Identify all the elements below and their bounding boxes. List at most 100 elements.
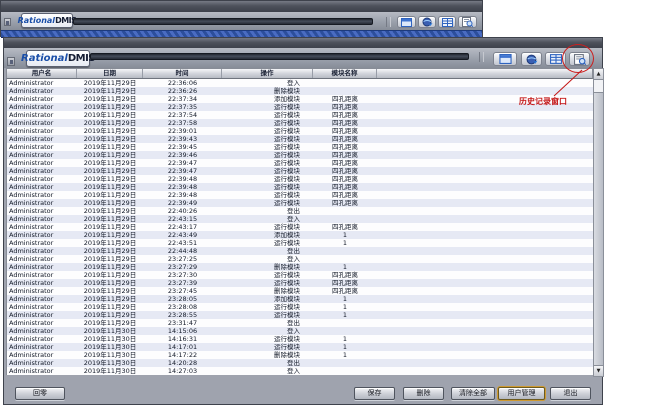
- table-row[interactable]: Administrator 2019年11月29日 22:37:35 运行模块 四孔距离: [7, 103, 593, 111]
- table-cell: Administrator: [9, 359, 54, 367]
- table-row[interactable]: Administrator 2019年11月29日 23:28:08 运行模块 1: [7, 303, 593, 311]
- exit-button[interactable]: 退出: [550, 387, 591, 400]
- table-row[interactable]: Administrator 2019年11月29日 22:43:49 添加模块 1: [7, 231, 593, 239]
- table-row[interactable]: Administrator 2019年11月29日 22:39:48 运行模块 四孔距离: [7, 175, 593, 183]
- toolbar-handle[interactable]: [386, 17, 391, 27]
- home-zero-button[interactable]: 回零: [15, 387, 65, 400]
- table-row[interactable]: Administrator 2019年11月29日 22:40:26 登出: [7, 207, 593, 215]
- table-cell: 2019年11月30日: [83, 359, 137, 367]
- table-row[interactable]: Administrator 2019年11月29日 22:37:54 运行模块 四孔距离: [7, 111, 593, 119]
- table-cell: 2019年11月29日: [83, 135, 137, 143]
- column-header-username[interactable]: 用户名: [7, 69, 77, 78]
- table-view-button[interactable]: [438, 16, 456, 28]
- table-row[interactable]: Administrator 2019年11月29日 22:39:43 运行模块 四孔距离: [7, 135, 593, 143]
- table-cell: 四孔距离: [332, 199, 358, 207]
- table-row[interactable]: Administrator 2019年11月29日 22:39:46 运行模块 四孔距离: [7, 151, 593, 159]
- table-cell: 四孔距离: [332, 151, 358, 159]
- table-cell: [377, 191, 593, 199]
- table-cell: 22:39:46: [167, 151, 198, 159]
- table-cell: 运行模块: [274, 151, 300, 159]
- table-row[interactable]: Administrator 2019年11月29日 22:37:58 运行模块 四孔距离: [7, 119, 593, 127]
- table-cell: [377, 279, 593, 287]
- table-cell: 23:28:55: [167, 311, 198, 319]
- table-cell: Administrator: [9, 327, 54, 335]
- table-cell: 四孔距离: [332, 103, 358, 111]
- scroll-down-icon[interactable]: ▼: [594, 365, 603, 376]
- table-row[interactable]: Administrator 2019年11月29日 23:27:29 删除模块 1: [7, 263, 593, 271]
- table-cell: 运行模块: [274, 343, 300, 351]
- table-cell: 14:20:28: [167, 359, 198, 367]
- table-cell: [377, 239, 593, 247]
- table-cell: [377, 111, 593, 119]
- table-cell: 登出: [287, 319, 300, 327]
- table-row[interactable]: Administrator 2019年11月30日 14:20:28 登出: [7, 359, 593, 367]
- table-cell: 2019年11月30日: [83, 335, 137, 343]
- table-row[interactable]: Administrator 2019年11月29日 22:39:48 运行模块 四孔距离: [7, 183, 593, 191]
- table-row[interactable]: Administrator 2019年11月29日 22:39:45 运行模块 四孔距离: [7, 143, 593, 151]
- table-row[interactable]: Administrator 2019年11月29日 22:44:48 登出: [7, 247, 593, 255]
- table-row[interactable]: Administrator 2019年11月29日 23:28:05 添加模块 1: [7, 295, 593, 303]
- background-window: Rational DMIS: [0, 0, 483, 38]
- table-row[interactable]: Administrator 2019年11月30日 14:15:06 登入: [7, 327, 593, 335]
- table-row[interactable]: Administrator 2019年11月29日 22:39:49 运行模块 四孔距离: [7, 199, 593, 207]
- window-layout-button[interactable]: [397, 16, 416, 28]
- table-row[interactable]: Administrator 2019年11月29日 23:27:25 登入: [7, 255, 593, 263]
- table-cell: Administrator: [9, 87, 54, 95]
- table-row[interactable]: Administrator 2019年11月29日 22:37:34 添加模块 四孔距离: [7, 95, 593, 103]
- table-row[interactable]: Administrator 2019年11月29日 22:36:26 删除模块: [7, 87, 593, 95]
- table-cell: Administrator: [9, 263, 54, 271]
- table-row[interactable]: Administrator 2019年11月29日 23:27:39 运行模块 四孔距离: [7, 279, 593, 287]
- delete-button[interactable]: 删除: [403, 387, 444, 400]
- globe-sync-button[interactable]: [418, 16, 436, 28]
- table-cell: [377, 263, 593, 271]
- table-cell: Administrator: [9, 159, 54, 167]
- vertical-scrollbar[interactable]: ▲ ▼: [593, 68, 604, 377]
- table-cell: 运行模块: [274, 111, 300, 119]
- table-cell: 1: [342, 335, 348, 343]
- table-row[interactable]: Administrator 2019年11月30日 14:16:31 运行模块 1: [7, 335, 593, 343]
- column-header-date[interactable]: 日期: [77, 69, 143, 78]
- table-cell: 23:31:47: [167, 319, 198, 327]
- table-cell: 1: [342, 343, 348, 351]
- table-cell: 添加模块: [274, 231, 300, 239]
- history-log-button[interactable]: [458, 16, 477, 28]
- table-cell: [377, 167, 593, 175]
- window-pin-icon[interactable]: [4, 18, 11, 26]
- table-row[interactable]: Administrator 2019年11月29日 22:39:47 运行模块 四孔距离: [7, 159, 593, 167]
- table-cell: Administrator: [9, 351, 54, 359]
- scrollbar-thumb[interactable]: [594, 92, 603, 367]
- column-header-time[interactable]: 时间: [143, 69, 222, 78]
- window-layout-button[interactable]: [493, 52, 517, 66]
- user-management-button[interactable]: 用户管理: [498, 387, 545, 400]
- table-row[interactable]: Administrator 2019年11月29日 23:27:30 运行模块 四孔距离: [7, 271, 593, 279]
- column-header-operation[interactable]: 操作: [222, 69, 313, 78]
- table-row[interactable]: Administrator 2019年11月30日 14:17:01 运行模块 1: [7, 343, 593, 351]
- table-cell: Administrator: [9, 239, 54, 247]
- table-row[interactable]: Administrator 2019年11月29日 23:27:45 删除模块 四孔距离: [7, 287, 593, 295]
- table-row[interactable]: Administrator 2019年11月29日 22:39:47 运行模块 四孔距离: [7, 167, 593, 175]
- save-button[interactable]: 保存: [354, 387, 395, 400]
- table-row[interactable]: Administrator 2019年11月29日 22:43:17 运行模块 四孔距离: [7, 223, 593, 231]
- history-window: Rational DMIS 用户名 日期 时间 操作 模块名称 Administr…: [3, 37, 604, 405]
- table-cell: [313, 87, 377, 95]
- clear-all-button[interactable]: 清除全部: [451, 387, 495, 400]
- toolbar-handle[interactable]: [479, 52, 484, 62]
- table-cell: 2019年11月29日: [83, 279, 137, 287]
- table-cell: Administrator: [9, 279, 54, 287]
- table-row[interactable]: Administrator 2019年11月30日 14:17:22 删除模块 1: [7, 351, 593, 359]
- scroll-up-icon[interactable]: ▲: [594, 69, 603, 80]
- table-row[interactable]: Administrator 2019年11月29日 22:43:15 登入: [7, 215, 593, 223]
- table-row[interactable]: Administrator 2019年11月30日 14:27:03 登入: [7, 367, 593, 375]
- table-cell: 22:37:54: [167, 111, 198, 119]
- column-header-module[interactable]: 模块名称: [313, 69, 377, 78]
- globe-sync-button[interactable]: [521, 52, 542, 66]
- table-row[interactable]: Administrator 2019年11月29日 23:28:55 运行模块 1: [7, 311, 593, 319]
- table-row[interactable]: Administrator 2019年11月29日 22:43:51 运行模块 1: [7, 239, 593, 247]
- table-row[interactable]: Administrator 2019年11月29日 23:31:47 登出: [7, 319, 593, 327]
- table-row[interactable]: Administrator 2019年11月29日 22:36:06 登入: [7, 79, 593, 87]
- window-pin-icon[interactable]: [7, 57, 15, 66]
- table-cell: 登入: [287, 255, 300, 263]
- table-row[interactable]: Administrator 2019年11月29日 22:39:01 运行模块 四孔距离: [7, 127, 593, 135]
- annotation-label: 历史记录窗口: [519, 97, 567, 106]
- table-row[interactable]: Administrator 2019年11月29日 22:39:48 运行模块 四孔距离: [7, 191, 593, 199]
